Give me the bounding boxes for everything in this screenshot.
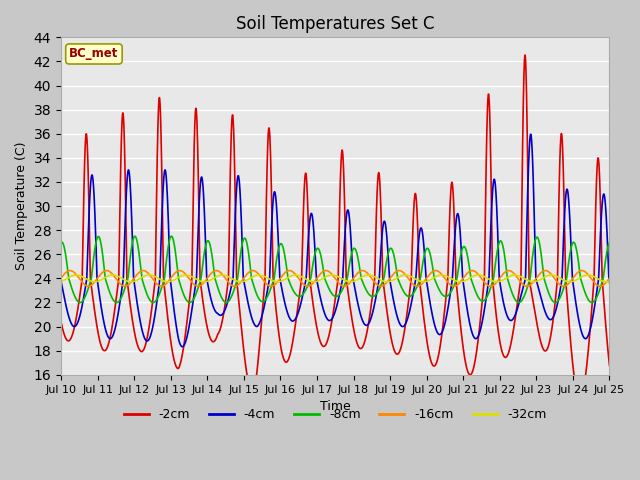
Text: BC_met: BC_met bbox=[69, 48, 118, 60]
X-axis label: Time: Time bbox=[320, 400, 351, 413]
Legend: -2cm, -4cm, -8cm, -16cm, -32cm: -2cm, -4cm, -8cm, -16cm, -32cm bbox=[118, 403, 552, 426]
Y-axis label: Soil Temperature (C): Soil Temperature (C) bbox=[15, 142, 28, 270]
Title: Soil Temperatures Set C: Soil Temperatures Set C bbox=[236, 15, 435, 33]
